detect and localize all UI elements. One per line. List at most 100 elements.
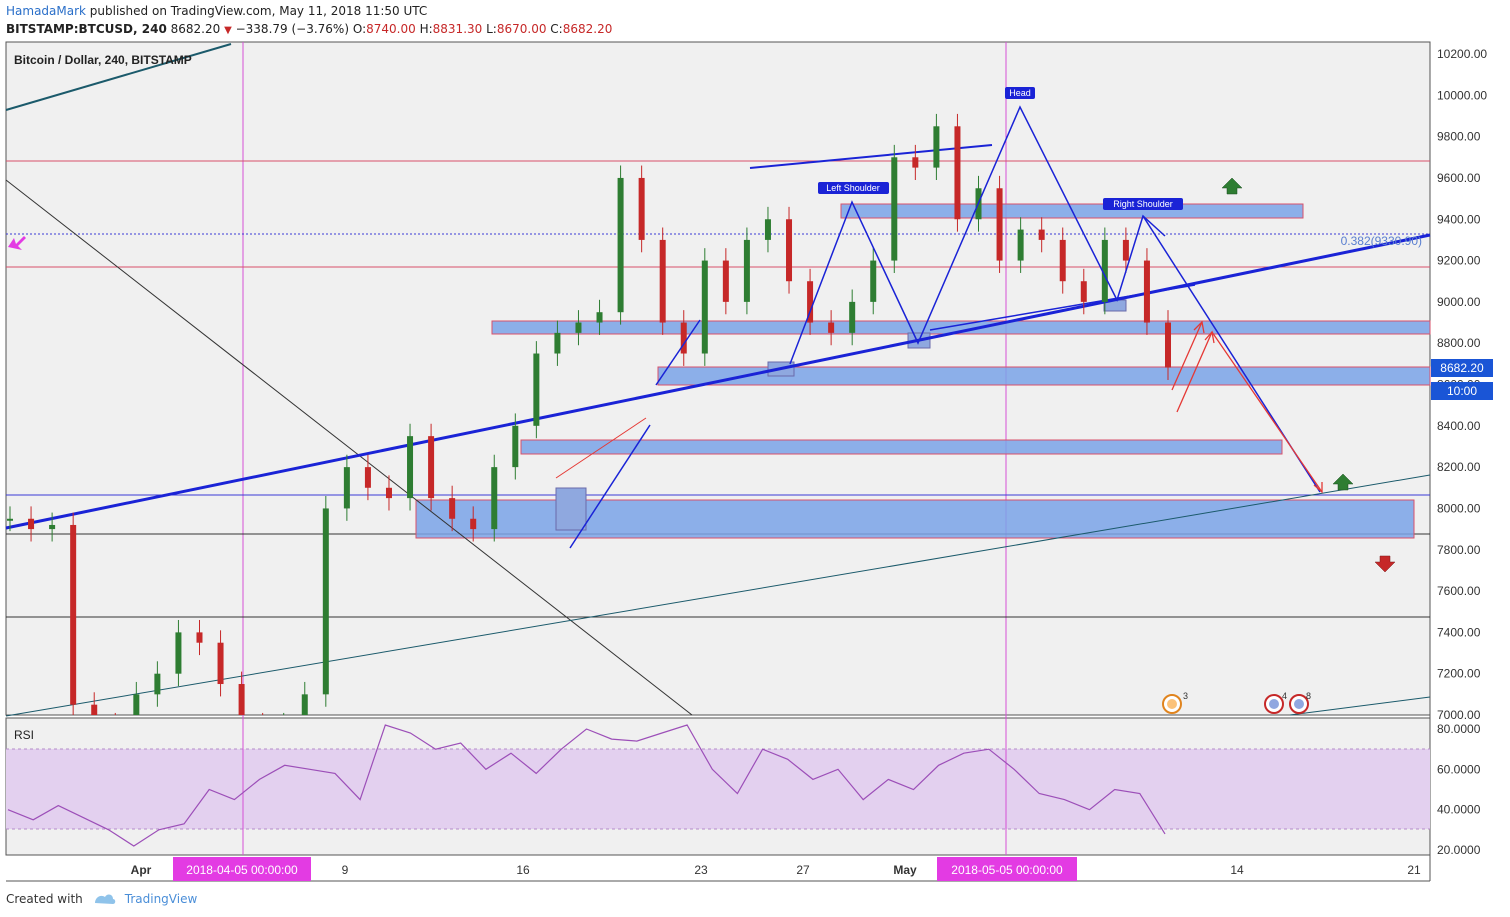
candle-down — [449, 498, 456, 519]
price-tick-label: 7400.00 — [1437, 625, 1481, 639]
zone-8650[interactable] — [657, 366, 1431, 386]
publish-line: HamadaMark published on TradingView.com,… — [6, 4, 427, 18]
rsi-axis: 80.0000 60.0000 40.0000 20.0000 — [1437, 722, 1481, 857]
candle-down — [954, 126, 961, 220]
time-tick-label: 21 — [1407, 863, 1421, 877]
zone-8300[interactable] — [520, 439, 1283, 455]
time-tick-label: 27 — [796, 863, 810, 877]
red-arrow-1 — [1171, 321, 1203, 391]
magenta-arrow-icon — [8, 236, 26, 250]
left-shoulder-badge — [818, 182, 889, 194]
candle-up — [175, 632, 182, 674]
event-count-2: 4 — [1282, 691, 1287, 701]
rsi-tick-label: 20.0000 — [1437, 843, 1481, 857]
green-up-arrow-icon — [1221, 177, 1243, 195]
green-up-arrow-icon-2 — [1332, 473, 1354, 491]
published-text: published on TradingView.com, May 11, 20… — [85, 4, 428, 18]
candle-down — [680, 322, 687, 354]
close-label: C: — [550, 22, 563, 36]
created-with-text: Created with — [6, 892, 83, 906]
candle-down — [828, 322, 835, 333]
time-tick-label: 16 — [516, 863, 530, 877]
candle-up — [933, 126, 940, 168]
pane-title: Bitcoin / Dollar, 240, BITSTAMP — [14, 53, 192, 67]
candle-up — [701, 260, 708, 354]
candle-down — [364, 467, 371, 488]
time-axis[interactable]: Apr 9 16 23 27 May 14 21 — [131, 863, 1421, 877]
candle-down — [238, 684, 245, 715]
red-down-arrow-icon — [1374, 555, 1396, 573]
candle-up — [133, 694, 140, 715]
candle-down — [217, 642, 224, 685]
left-shoulder-label: Left Shoulder — [826, 183, 880, 193]
rsi-tick-label: 60.0000 — [1437, 762, 1481, 776]
tradingview-brand[interactable]: TradingView — [124, 892, 198, 906]
channel-line-b — [655, 319, 701, 386]
candle-up — [154, 673, 161, 695]
author-link[interactable]: HamadaMark — [6, 4, 86, 18]
time-highlight-2 — [937, 857, 1077, 881]
price-tick-label: 7200.00 — [1437, 667, 1481, 681]
candle-up — [1017, 229, 1024, 261]
price-tick-label: 10000.00 — [1437, 88, 1487, 102]
open-label: O: — [352, 22, 367, 36]
zone-8850[interactable] — [491, 320, 1431, 335]
candle-up — [596, 312, 603, 323]
candle-down — [1143, 260, 1150, 323]
candle-down — [28, 518, 35, 530]
last-price-value: 8682.20 — [1440, 361, 1484, 375]
candle-up — [512, 425, 519, 468]
rsi-tick-label: 40.0000 — [1437, 803, 1481, 817]
red-arrow-2 — [1176, 331, 1213, 413]
candle-down — [91, 704, 98, 715]
candle-down — [385, 487, 392, 499]
trendline-main — [5, 233, 1431, 530]
countdown-tag — [1431, 382, 1493, 400]
candle-up — [1101, 239, 1108, 302]
price-tick-label: 7000.00 — [1437, 708, 1481, 722]
high-value: 8831.30 — [432, 22, 483, 36]
head-label: Head — [1009, 88, 1031, 98]
candle-down — [470, 518, 477, 530]
trendline-descending — [5, 179, 693, 716]
candle-up — [617, 177, 624, 313]
candle-up — [322, 508, 329, 695]
candle-up — [575, 322, 582, 333]
price-tick-label: 9000.00 — [1437, 295, 1481, 309]
candle-up — [870, 260, 877, 302]
time-tick-label: 14 — [1230, 863, 1244, 877]
price-tick-label: 8800.00 — [1437, 336, 1481, 350]
candle-up — [764, 219, 771, 240]
candle-up — [49, 524, 56, 530]
rsi-band — [6, 749, 1430, 829]
price-tick-label: 9800.00 — [1437, 130, 1481, 144]
candle-down — [638, 177, 645, 240]
time-highlight-1-label: 2018-04-05 00:00:00 — [186, 863, 298, 877]
trendline-teal-lower — [5, 474, 1431, 717]
candle-down — [722, 260, 729, 302]
time-highlight-1 — [173, 857, 311, 881]
open-value: 8740.00 — [366, 22, 416, 36]
event-icon-1[interactable]: 3 — [1162, 691, 1188, 714]
candle-down — [196, 632, 203, 643]
candle-up — [891, 157, 898, 261]
event-count-1: 3 — [1183, 691, 1188, 701]
price-tick-label: 9400.00 — [1437, 212, 1481, 226]
candle-down — [1059, 239, 1066, 282]
price-tick-label: 7800.00 — [1437, 543, 1481, 557]
candle-down — [659, 239, 666, 323]
price-axis[interactable]: 10200.00 10000.00 9800.00 9600.00 9400.00 920… — [1437, 47, 1487, 722]
footer: Created with TradingView — [6, 891, 197, 907]
low-value: 8670.00 — [496, 22, 547, 36]
price-tick-label: 8200.00 — [1437, 460, 1481, 474]
candle-up — [7, 518, 13, 521]
candle-down — [786, 219, 793, 282]
event-icon-3[interactable]: 8 — [1289, 691, 1311, 714]
candles-group — [7, 113, 1171, 715]
last-price-tag — [1431, 359, 1493, 377]
rsi-tick-label: 80.0000 — [1437, 722, 1481, 736]
trendline-teal-bottom — [1289, 696, 1431, 716]
price-tick-label: 8000.00 — [1437, 501, 1481, 515]
event-icon-2[interactable]: 4 — [1264, 691, 1287, 714]
